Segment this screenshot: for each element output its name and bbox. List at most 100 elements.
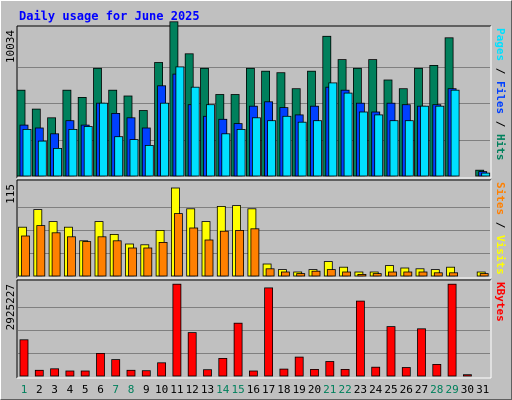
bar-kbytes-day-8 (126, 369, 136, 377)
x-tick-label-day-20: 20 (308, 383, 321, 396)
bar-sites-day-13 (204, 239, 214, 277)
x-tick-label-day-31: 31 (476, 383, 489, 396)
y-axis-label-bottom: KBytes (494, 282, 507, 322)
x-tick-label-day-13: 13 (201, 383, 214, 396)
bar-pages-day-16 (251, 117, 261, 177)
bar-kbytes-day-30 (462, 374, 472, 377)
y-axis-label-part: / (494, 215, 507, 235)
x-tick-label-day-5: 5 (82, 383, 89, 396)
bar-kbytes-day-17 (264, 287, 274, 377)
x-tick-label-day-15: 15 (231, 383, 244, 396)
bar-pages-day-31 (481, 172, 491, 177)
bar-sites-day-21 (326, 269, 336, 277)
bar-sites-day-17 (265, 268, 275, 277)
bar-kbytes-day-5 (80, 370, 90, 377)
x-tick-label-day-27: 27 (415, 383, 428, 396)
x-tick-label-day-6: 6 (97, 383, 104, 396)
y-axis-label-part: Sites (494, 182, 507, 215)
x-tick-label-day-7: 7 (112, 383, 119, 396)
bar-sites-day-26 (403, 271, 413, 277)
bar-sites-day-27 (418, 271, 428, 277)
bar-pages-day-3 (53, 147, 62, 177)
bar-sites-day-19 (296, 273, 306, 277)
x-tick-label-day-28: 28 (430, 383, 443, 396)
y-axis-label-part: KBytes (494, 282, 507, 322)
bar-pages-day-1 (22, 128, 32, 177)
x-tick-label-day-18: 18 (277, 383, 290, 396)
bar-kbytes-day-22 (340, 368, 350, 377)
x-tick-label-day-1: 1 (21, 383, 28, 396)
bar-pages-day-15 (236, 128, 246, 177)
bar-pages-day-17 (267, 120, 277, 177)
bar-pages-day-9 (144, 144, 154, 177)
bar-sites-day-6 (97, 236, 107, 277)
bar-pages-day-14 (221, 133, 231, 177)
bar-sites-day-20 (311, 270, 321, 277)
bar-kbytes-day-25 (386, 326, 396, 377)
y-max-tick-label: 10034 (4, 30, 17, 63)
x-tick-label-day-8: 8 (128, 383, 135, 396)
bar-pages-day-10 (160, 102, 170, 177)
bar-sites-day-22 (342, 271, 352, 277)
bar-pages-day-29 (450, 89, 460, 177)
x-tick-label-day-10: 10 (155, 383, 168, 396)
bar-pages-day-27 (420, 105, 429, 177)
bar-pages-day-5 (83, 126, 93, 177)
bar-kbytes-day-2 (34, 369, 44, 377)
bar-sites-day-5 (82, 241, 92, 277)
x-tick-label-day-19: 19 (293, 383, 306, 396)
bar-kbytes-day-28 (432, 363, 442, 377)
panel-top: 10034 Pages / Files / Hits (4, 21, 507, 179)
bar-kbytes-day-11 (172, 283, 182, 377)
x-tick-label-day-29: 29 (445, 383, 458, 396)
bar-sites-day-16 (250, 228, 260, 277)
bar-kbytes-day-15 (233, 322, 243, 377)
bar-kbytes-day-9 (141, 370, 151, 377)
bar-kbytes-day-1 (19, 339, 29, 377)
x-tick-label-day-25: 25 (384, 383, 397, 396)
y-max-tick-label: 115 (4, 184, 17, 204)
bar-kbytes-day-21 (325, 361, 335, 377)
bar-kbytes-day-4 (65, 370, 75, 377)
bar-sites-day-31 (479, 273, 489, 277)
x-tick-label-day-24: 24 (369, 383, 383, 396)
bar-pages-day-18 (282, 115, 292, 177)
x-tick-label-day-23: 23 (354, 383, 367, 396)
bar-sites-day-12 (189, 227, 199, 277)
bar-kbytes-day-6 (96, 352, 105, 377)
bar-pages-day-2 (37, 140, 47, 177)
bar-pages-day-19 (297, 121, 307, 177)
bar-sites-day-29 (449, 272, 459, 277)
bar-kbytes-day-27 (417, 328, 426, 377)
bar-kbytes-day-13 (203, 369, 212, 377)
bar-pages-day-21 (328, 82, 338, 177)
bar-kbytes-day-20 (310, 368, 319, 377)
bar-sites-day-18 (280, 271, 290, 277)
y-axis-label-top: Pages / Files / Hits (494, 28, 507, 161)
x-tick-label-day-12: 12 (186, 383, 199, 396)
x-tick-label-day-21: 21 (323, 383, 336, 396)
bar-kbytes-day-24 (371, 366, 381, 377)
x-tick-label-day-3: 3 (51, 383, 58, 396)
bar-sites-day-28 (433, 272, 443, 277)
bar-sites-day-23 (357, 273, 367, 277)
bar-sites-day-9 (143, 247, 153, 277)
y-max-tick-label: 2925227 (4, 284, 17, 330)
panel-bottom: 2925227 KBytes (4, 279, 507, 379)
bar-pages-day-13 (206, 104, 215, 177)
bar-pages-day-25 (389, 120, 399, 177)
x-tick-label-day-9: 9 (143, 383, 150, 396)
x-tick-label-day-30: 30 (461, 383, 474, 396)
bar-kbytes-day-12 (187, 332, 197, 377)
bar-pages-day-28 (435, 105, 445, 177)
bar-kbytes-day-23 (355, 300, 365, 377)
x-tick-label-day-11: 11 (170, 383, 183, 396)
bar-pages-day-8 (129, 139, 139, 177)
y-axis-label-part: Hits (494, 134, 507, 161)
bar-sites-day-4 (67, 236, 76, 277)
bar-sites-day-15 (235, 229, 245, 277)
bar-sites-day-3 (51, 232, 61, 277)
bar-pages-day-6 (99, 102, 108, 177)
bar-kbytes-day-19 (294, 356, 304, 377)
panel-background (17, 280, 491, 378)
